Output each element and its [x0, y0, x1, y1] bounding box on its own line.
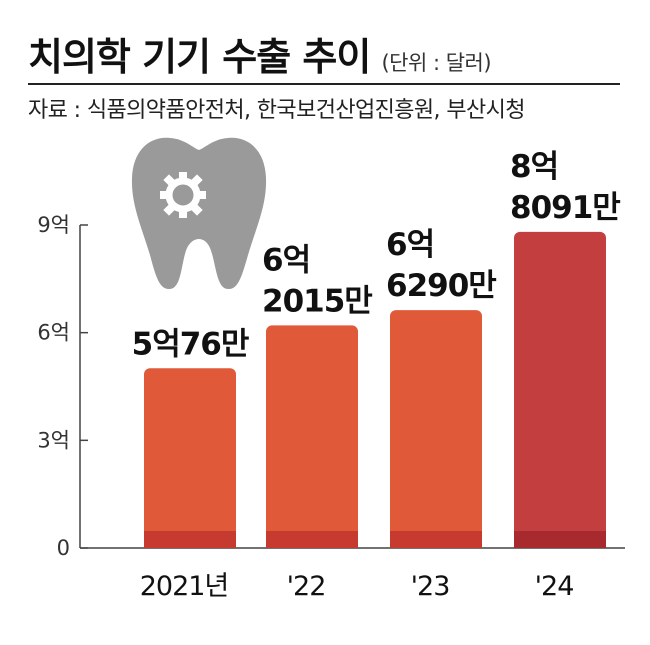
bars — [144, 231, 606, 548]
bar — [266, 325, 358, 548]
bar-base — [514, 531, 606, 548]
title-row: 치의학 기기 수출 추이 (단위 : 달러) — [28, 26, 492, 81]
data-label: 6억 — [262, 242, 310, 278]
title-divider — [28, 83, 620, 85]
data-label: 6290만 — [386, 268, 496, 304]
chart-title: 치의학 기기 수출 추이 — [28, 35, 371, 79]
x-tick-label: '22 — [287, 571, 326, 602]
bar-0 — [144, 368, 236, 548]
source-note: 자료 : 식품의약품안전처, 한국보건산업진흥원, 부산시청 — [28, 98, 526, 123]
bar-base — [266, 531, 358, 548]
x-tick-label: '23 — [411, 571, 450, 602]
y-tick-label: 0 — [57, 536, 70, 560]
bar-base — [144, 531, 236, 548]
x-tick-label: '24 — [535, 571, 574, 602]
data-label: 8억 — [510, 149, 558, 185]
y-tick-label: 9억 — [37, 213, 70, 237]
bar-base — [390, 531, 482, 548]
unit-label: (단위 : 달러) — [381, 51, 492, 75]
y-tick-label: 3억 — [37, 428, 70, 452]
bar — [390, 310, 482, 548]
x-axis-labels: 2021년 '22 '23 '24 — [140, 571, 575, 602]
data-label: 6억 — [386, 227, 434, 263]
tooth-gear-icon — [131, 137, 267, 290]
data-label: 5억76만 — [132, 326, 249, 362]
bar-1 — [266, 325, 358, 548]
data-label: 8091만 — [510, 190, 620, 226]
bar — [144, 368, 236, 548]
data-label: 2015만 — [262, 283, 372, 319]
y-tick-label: 6억 — [37, 321, 70, 345]
bar — [514, 231, 606, 548]
bar-2 — [390, 310, 482, 548]
y-axis: 0 3억 6억 9억 — [37, 213, 625, 560]
bar-3 — [514, 231, 606, 548]
data-labels: 5억76만 6억 2015만 6억 6290만 8억 8091만 — [132, 149, 622, 362]
x-tick-label: 2021년 — [140, 571, 229, 602]
